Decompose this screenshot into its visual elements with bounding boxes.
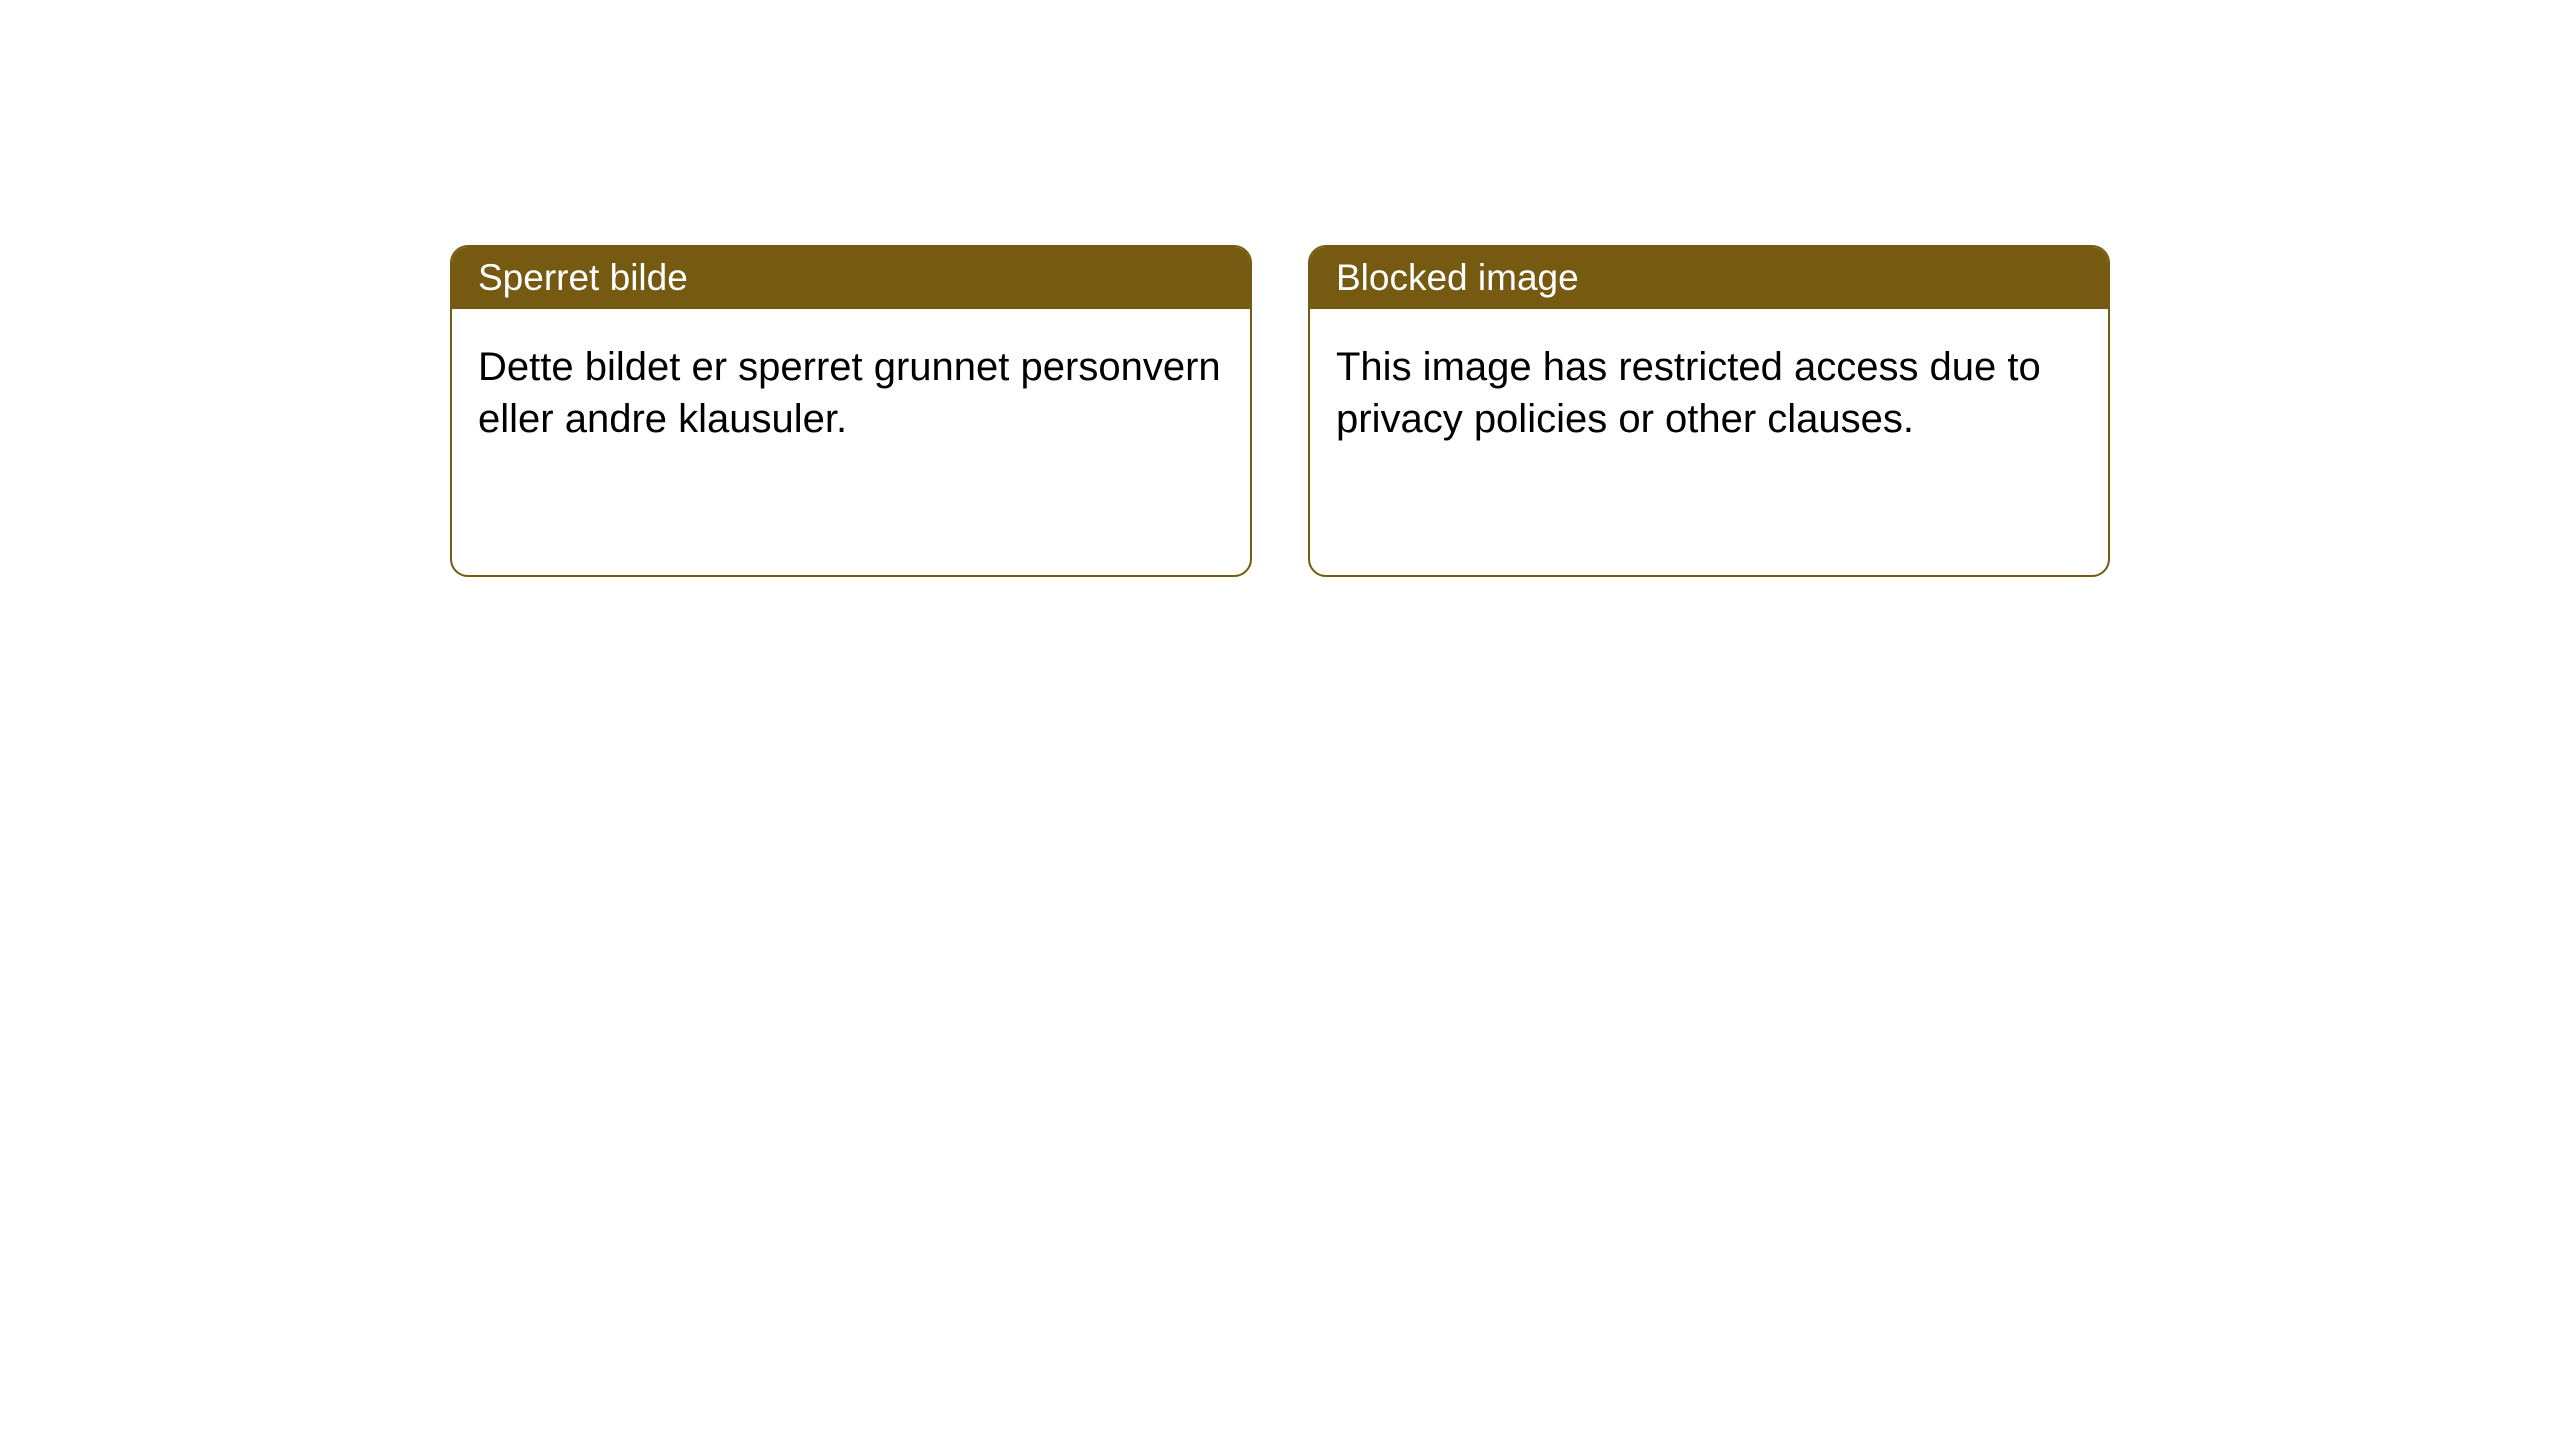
card-header-norwegian: Sperret bilde [452, 247, 1250, 309]
card-body-english: This image has restricted access due to … [1310, 309, 2108, 477]
card-text-norwegian: Dette bildet er sperret grunnet personve… [478, 345, 1221, 441]
card-header-english: Blocked image [1310, 247, 2108, 309]
cards-container: Sperret bilde Dette bildet er sperret gr… [450, 245, 2110, 1440]
card-title-norwegian: Sperret bilde [478, 257, 688, 298]
card-body-norwegian: Dette bildet er sperret grunnet personve… [452, 309, 1250, 477]
card-text-english: This image has restricted access due to … [1336, 345, 2041, 441]
card-norwegian: Sperret bilde Dette bildet er sperret gr… [450, 245, 1252, 577]
card-title-english: Blocked image [1336, 257, 1579, 298]
card-english: Blocked image This image has restricted … [1308, 245, 2110, 577]
